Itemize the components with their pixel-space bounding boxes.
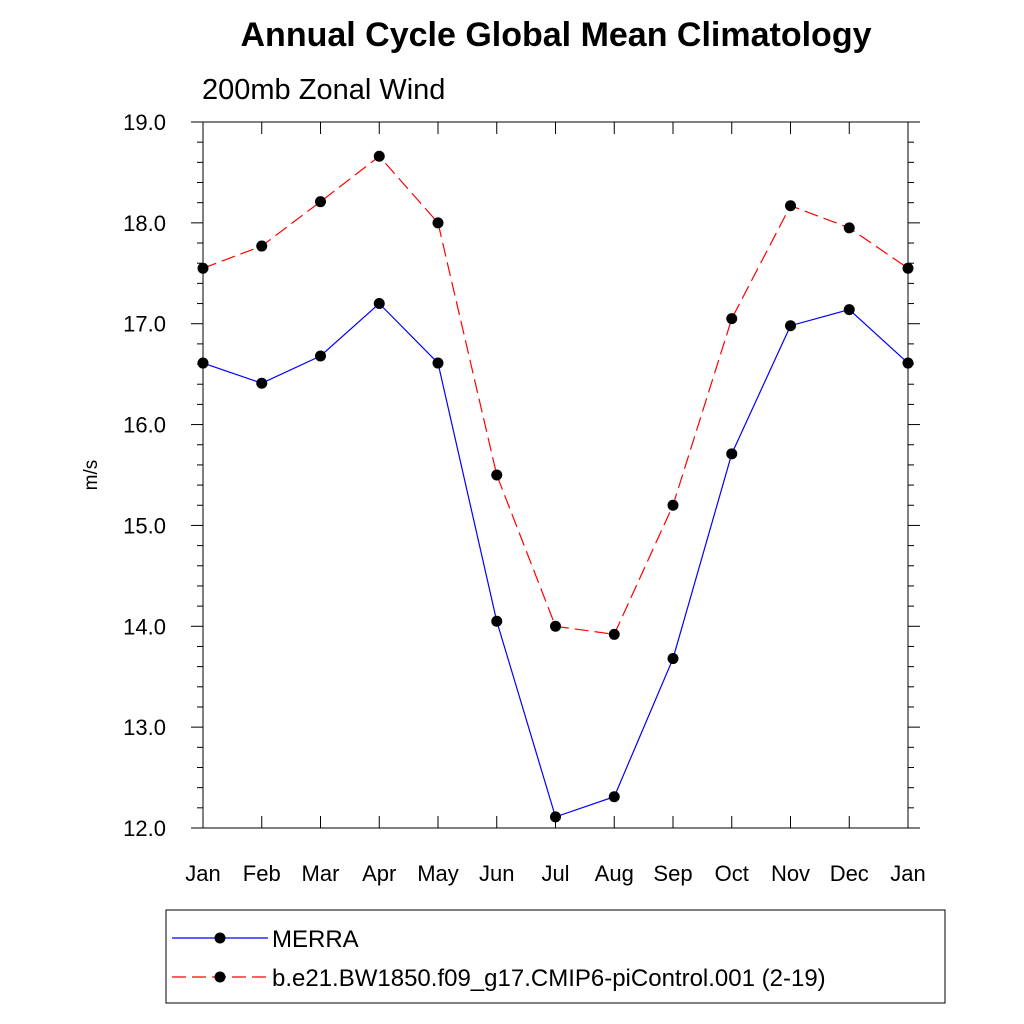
data-point xyxy=(726,448,738,460)
data-point xyxy=(608,791,620,803)
x-tick-label: Jun xyxy=(479,861,514,886)
data-point xyxy=(432,217,444,229)
data-point xyxy=(256,377,268,389)
x-tick-label: Apr xyxy=(362,861,396,886)
legend: MERRA b.e21.BW1850.f09_g17.CMIP6-piContro… xyxy=(165,909,946,1004)
plot-frame xyxy=(202,121,909,829)
data-point xyxy=(843,222,855,234)
chart-title: Annual Cycle Global Mean Climatology xyxy=(241,16,872,54)
x-tick-label: Nov xyxy=(771,861,810,886)
series-model xyxy=(197,150,914,640)
legend-marker xyxy=(214,971,226,983)
y-tick-label: 14.0 xyxy=(123,614,166,639)
x-tick-label: Mar xyxy=(302,861,340,886)
y-tick-label: 19.0 xyxy=(123,110,166,135)
data-point xyxy=(315,350,326,362)
x-tick-label: Dec xyxy=(830,861,869,886)
data-point xyxy=(256,240,268,252)
data-point xyxy=(491,615,503,627)
x-tick-label: Jan xyxy=(890,861,925,886)
data-point xyxy=(491,469,503,481)
y-tick-label: 18.0 xyxy=(123,211,166,236)
y-tick-label: 13.0 xyxy=(123,715,166,740)
series-merra xyxy=(197,298,914,823)
legend-frame xyxy=(165,909,946,1004)
series-line xyxy=(202,302,909,818)
axes: Jan Feb Mar Apr May Jun Jul Aug Sep Oct Nov Dec Jan 1… xyxy=(123,110,926,886)
x-tick-label: Oct xyxy=(715,861,749,886)
data-point xyxy=(843,304,855,316)
data-point xyxy=(373,298,385,310)
legend-label: MERRA xyxy=(272,926,359,953)
data-point xyxy=(667,499,679,511)
data-point xyxy=(785,320,796,332)
data-point xyxy=(197,262,209,274)
data-point xyxy=(902,262,914,274)
data-point xyxy=(315,196,326,208)
series-line xyxy=(202,155,909,636)
y-tick-label: 12.0 xyxy=(123,816,166,841)
data-point xyxy=(726,313,738,325)
x-tick-label: May xyxy=(417,861,459,886)
data-point xyxy=(373,150,385,162)
y-tick-label: 16.0 xyxy=(123,413,166,438)
data-point xyxy=(608,628,620,640)
x-tick-label: Feb xyxy=(243,861,281,886)
data-point xyxy=(667,653,679,665)
legend-marker xyxy=(214,932,226,944)
plot-series xyxy=(197,150,914,823)
x-tick-label: Jan xyxy=(185,861,220,886)
y-tick-label: 15.0 xyxy=(123,513,166,538)
y-axis-label: m/s xyxy=(81,460,102,491)
x-tick-label: Jul xyxy=(541,861,569,886)
data-point xyxy=(550,620,561,632)
data-point xyxy=(902,357,914,369)
data-point xyxy=(432,357,444,369)
y-tick-label: 17.0 xyxy=(123,312,166,337)
data-point xyxy=(197,357,209,369)
data-point xyxy=(550,811,561,823)
x-tick-label: Sep xyxy=(653,861,692,886)
chart-subtitle: 200mb Zonal Wind xyxy=(202,74,445,106)
legend-label: b.e21.BW1850.f09_g17.CMIP6-piControl.001… xyxy=(272,965,826,992)
data-point xyxy=(785,200,796,212)
x-tick-label: Aug xyxy=(595,861,634,886)
